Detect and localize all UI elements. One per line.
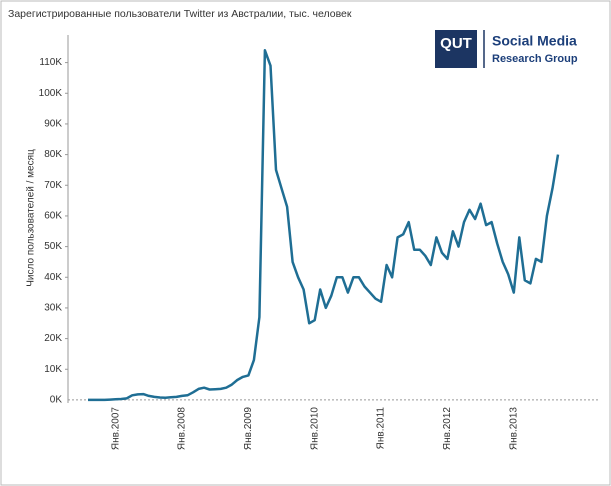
x-tick-label: Янв.2008 bbox=[177, 407, 188, 451]
y-tick-label: 10K bbox=[44, 364, 62, 375]
data-line bbox=[88, 49, 560, 402]
y-tick-label: 40K bbox=[44, 272, 62, 283]
x-tick-label: Янв.2012 bbox=[442, 407, 453, 451]
y-tick-label: 60K bbox=[44, 211, 62, 222]
x-tick-label: Янв.2010 bbox=[309, 407, 320, 451]
x-tick-label: Янв.2007 bbox=[110, 407, 121, 451]
chart-title: Зарегистрированные пользователи Twitter … bbox=[8, 8, 352, 20]
x-tick-label: Янв.2013 bbox=[508, 407, 519, 451]
x-tick-label: Янв.2009 bbox=[243, 407, 254, 451]
y-axis-label: Число пользователей / месяц bbox=[26, 149, 37, 287]
y-tick-label: 0K bbox=[50, 395, 63, 406]
y-tick-label: 100K bbox=[39, 88, 63, 99]
logo-mark: QUT bbox=[440, 35, 472, 52]
y-tick-label: 30K bbox=[44, 303, 62, 314]
y-tick-label: 90K bbox=[44, 119, 62, 130]
logo-box bbox=[435, 30, 477, 68]
y-tick-label: 80K bbox=[44, 149, 62, 160]
logo-line: Research Group bbox=[492, 53, 578, 65]
y-tick-label: 20K bbox=[44, 333, 62, 344]
logo-line: Social Media bbox=[492, 33, 577, 49]
y-tick-label: 50K bbox=[44, 241, 62, 252]
y-tick-label: 110K bbox=[39, 57, 62, 68]
y-tick-label: 70K bbox=[44, 180, 62, 191]
x-tick-label: Янв.2011 bbox=[376, 407, 387, 450]
